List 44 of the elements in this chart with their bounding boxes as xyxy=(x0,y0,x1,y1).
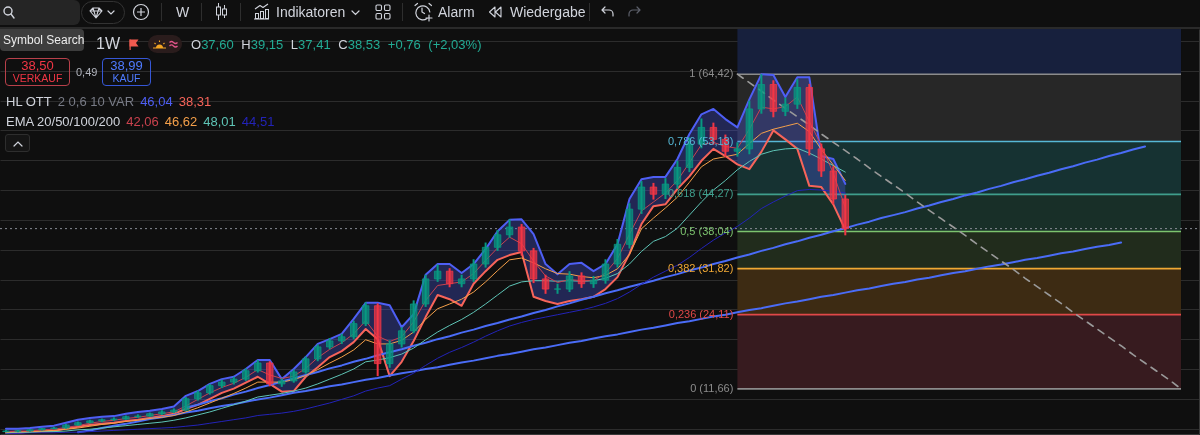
annotation: VERKAUF xyxy=(12,72,63,84)
ref-line-label: 0 (11,66) xyxy=(690,381,734,394)
candlestick xyxy=(733,141,742,158)
candlestick xyxy=(110,416,118,422)
annotation: 38,99 xyxy=(110,58,143,73)
annotation: 46,62 xyxy=(164,113,198,129)
candlestick xyxy=(242,367,250,382)
candlestick xyxy=(170,407,178,415)
candlestick xyxy=(134,413,142,419)
annotation: 38,31 xyxy=(178,93,212,109)
sell-button: 38,50 VERKAUF xyxy=(5,58,70,86)
ref-line-label: 1 (64,42) xyxy=(689,67,734,80)
candlestick xyxy=(218,378,226,390)
annotation: 44,51 xyxy=(241,113,275,129)
annotation: 46,04 xyxy=(140,93,173,109)
candlestick xyxy=(278,377,286,388)
text: Alarm xyxy=(438,3,475,21)
candlestick xyxy=(158,409,166,416)
text: W xyxy=(176,3,190,21)
candlestick xyxy=(62,422,70,430)
candlestick xyxy=(74,420,82,427)
text: O37,60 H39,15 L37,41 C38,53 +0,76 (+2,03%) xyxy=(191,36,482,52)
candlestick xyxy=(338,332,346,345)
candlestick xyxy=(146,411,154,418)
annotation: 48,01 xyxy=(203,113,236,129)
candlestick xyxy=(26,428,34,433)
annotation: 2 0,6 10 VAR xyxy=(57,93,135,109)
annotation: HL OTT xyxy=(6,93,52,109)
annotation: EMA 20/50/100/200 xyxy=(6,113,121,129)
candlestick xyxy=(122,414,130,421)
candlestick xyxy=(553,282,562,295)
annotation: 0,49 xyxy=(76,65,98,80)
tooltip: Symbol Search xyxy=(0,29,84,51)
candlestick xyxy=(290,368,298,384)
text: Wiedergabe xyxy=(510,3,586,21)
annotation: KAUF xyxy=(112,72,141,84)
candlestick xyxy=(98,417,106,424)
annotation: 1W xyxy=(96,35,120,53)
buy-button: 38,99 KAUF xyxy=(102,58,151,86)
candlestick xyxy=(326,336,334,351)
annotation: 38,50 xyxy=(21,58,54,73)
annotation: 42,06 xyxy=(126,113,159,129)
candlestick xyxy=(457,273,466,289)
text: Indikatoren xyxy=(276,3,346,21)
